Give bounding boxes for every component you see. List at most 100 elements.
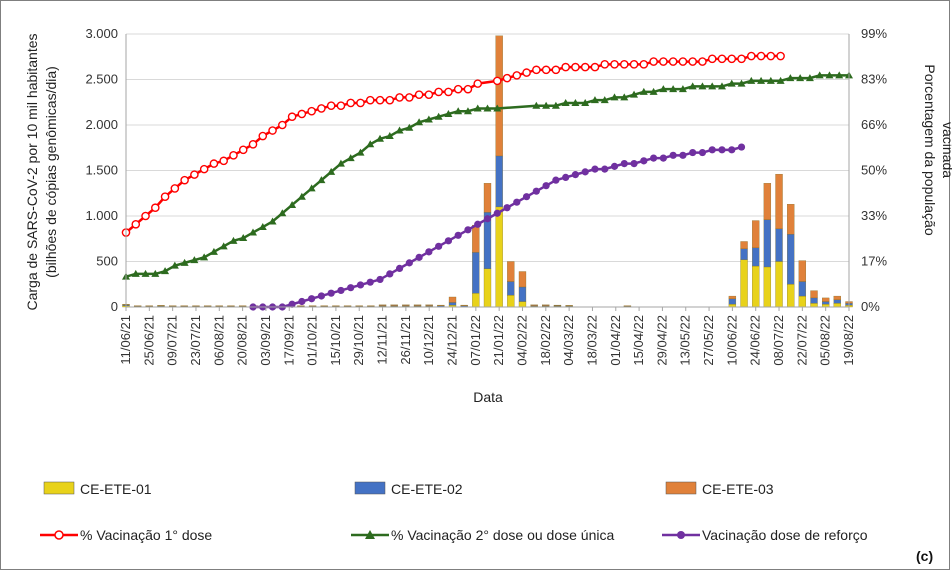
point-dose1 [717,54,727,64]
point-booster [376,275,384,284]
point-dose1 [414,90,424,99]
legend-swatch [665,481,697,495]
point-dose1 [385,95,395,105]
bar-ce-ete-03 [798,260,807,282]
legend-swatch [354,481,386,495]
point-dose1 [317,104,326,113]
point-dose1 [746,51,756,61]
legend-label: % Vacinação 1° dose [80,527,212,543]
point-dose1 [229,151,238,160]
point-booster [454,231,462,239]
bar-ce-ete-03 [623,305,632,307]
point-dose2 [405,123,414,131]
point-booster [444,237,453,245]
x-tick-label: 24/06/22 [748,315,763,366]
bar-ce-ete-03 [203,305,212,307]
point-dose2 [190,256,199,264]
point-booster [308,295,316,303]
point-dose1 [571,62,580,72]
bar-ce-ete-02 [787,234,795,285]
point-dose1 [190,170,199,179]
point-booster [737,143,746,151]
line-series [121,51,853,311]
y-tick-label-right: 83% [861,72,887,87]
point-dose2 [200,253,209,261]
point-dose2 [727,79,736,87]
legend-marker [54,530,64,540]
point-dose2 [346,154,355,162]
x-tick-label: 23/07/21 [188,315,203,366]
point-dose2 [141,269,150,277]
point-dose1 [756,51,766,61]
point-booster [317,292,326,300]
point-booster [669,151,677,159]
bar-ce-ete-03 [332,305,340,307]
y-tick-label-left: 1.000 [85,208,118,223]
point-dose2 [766,76,775,84]
bar-ce-ete-02 [752,247,760,267]
point-dose1 [659,57,668,66]
bar-ce-ete-03 [425,304,433,306]
bar-ce-ete-03 [134,305,142,307]
x-tick-label: 04/02/22 [514,315,529,366]
bar-ce-ete-01 [740,259,748,308]
point-dose1 [434,87,443,97]
bar-ce-ete-01 [472,293,480,308]
point-dose2 [454,107,463,115]
point-booster [610,162,619,170]
point-dose1 [365,95,375,105]
point-dose1 [405,93,414,102]
legend-label: % Vacinação 2° dose ou dose única [391,527,614,543]
bar-ce-ete-03 [483,183,492,213]
x-axis-label: Data [473,389,503,405]
point-dose2 [630,90,639,98]
point-booster [532,187,540,195]
point-booster [649,154,658,162]
legend-marker [677,531,685,539]
legend-label: CE-ETE-01 [80,481,152,497]
x-tick-label: 18/02/22 [538,315,553,366]
bar-ce-ete-02 [810,297,818,304]
y-tick-label-left: 0 [111,299,118,314]
point-dose2 [757,76,766,84]
point-dose1 [532,65,541,75]
point-dose1 [160,192,170,201]
bar-ce-ete-01 [752,265,760,308]
y-tick-label-left: 500 [96,254,118,269]
bar-ce-ete-03 [343,305,352,307]
point-dose2 [473,104,482,112]
x-tick-label: 26/11/21 [398,315,413,365]
point-dose2 [463,107,472,115]
point-dose2 [835,71,844,79]
point-dose1 [346,98,356,108]
bar-ce-ete-03 [168,305,177,307]
x-tick-label: 20/08/21 [235,315,250,366]
point-dose1 [766,51,776,61]
point-booster [679,151,687,159]
point-dose2 [327,167,336,175]
point-dose2 [815,71,824,79]
point-dose2 [571,98,580,106]
point-booster [552,176,560,184]
point-booster [464,226,472,234]
bar-ce-ete-03 [553,304,562,306]
point-booster [581,168,589,176]
bar-ce-ete-02 [728,298,737,305]
bar-ce-ete-01 [483,268,492,308]
point-booster [571,171,580,179]
point-dose2 [219,242,228,250]
bar-ce-ete-03 [728,295,737,299]
bar-ce-ete-03 [542,304,550,306]
point-dose1 [512,71,522,80]
y-tick-label-right: 0% [861,299,880,314]
point-booster [415,253,423,261]
point-booster [718,146,726,154]
point-dose2 [717,82,726,90]
point-booster [562,173,570,181]
bar-ce-ete-03 [833,295,841,300]
x-tick-label: 21/01/22 [491,315,506,366]
x-tick-label: 24/12/21 [445,315,460,366]
point-dose1 [776,51,785,61]
point-dose1 [131,219,141,229]
bar-ce-ete-03 [448,296,457,303]
